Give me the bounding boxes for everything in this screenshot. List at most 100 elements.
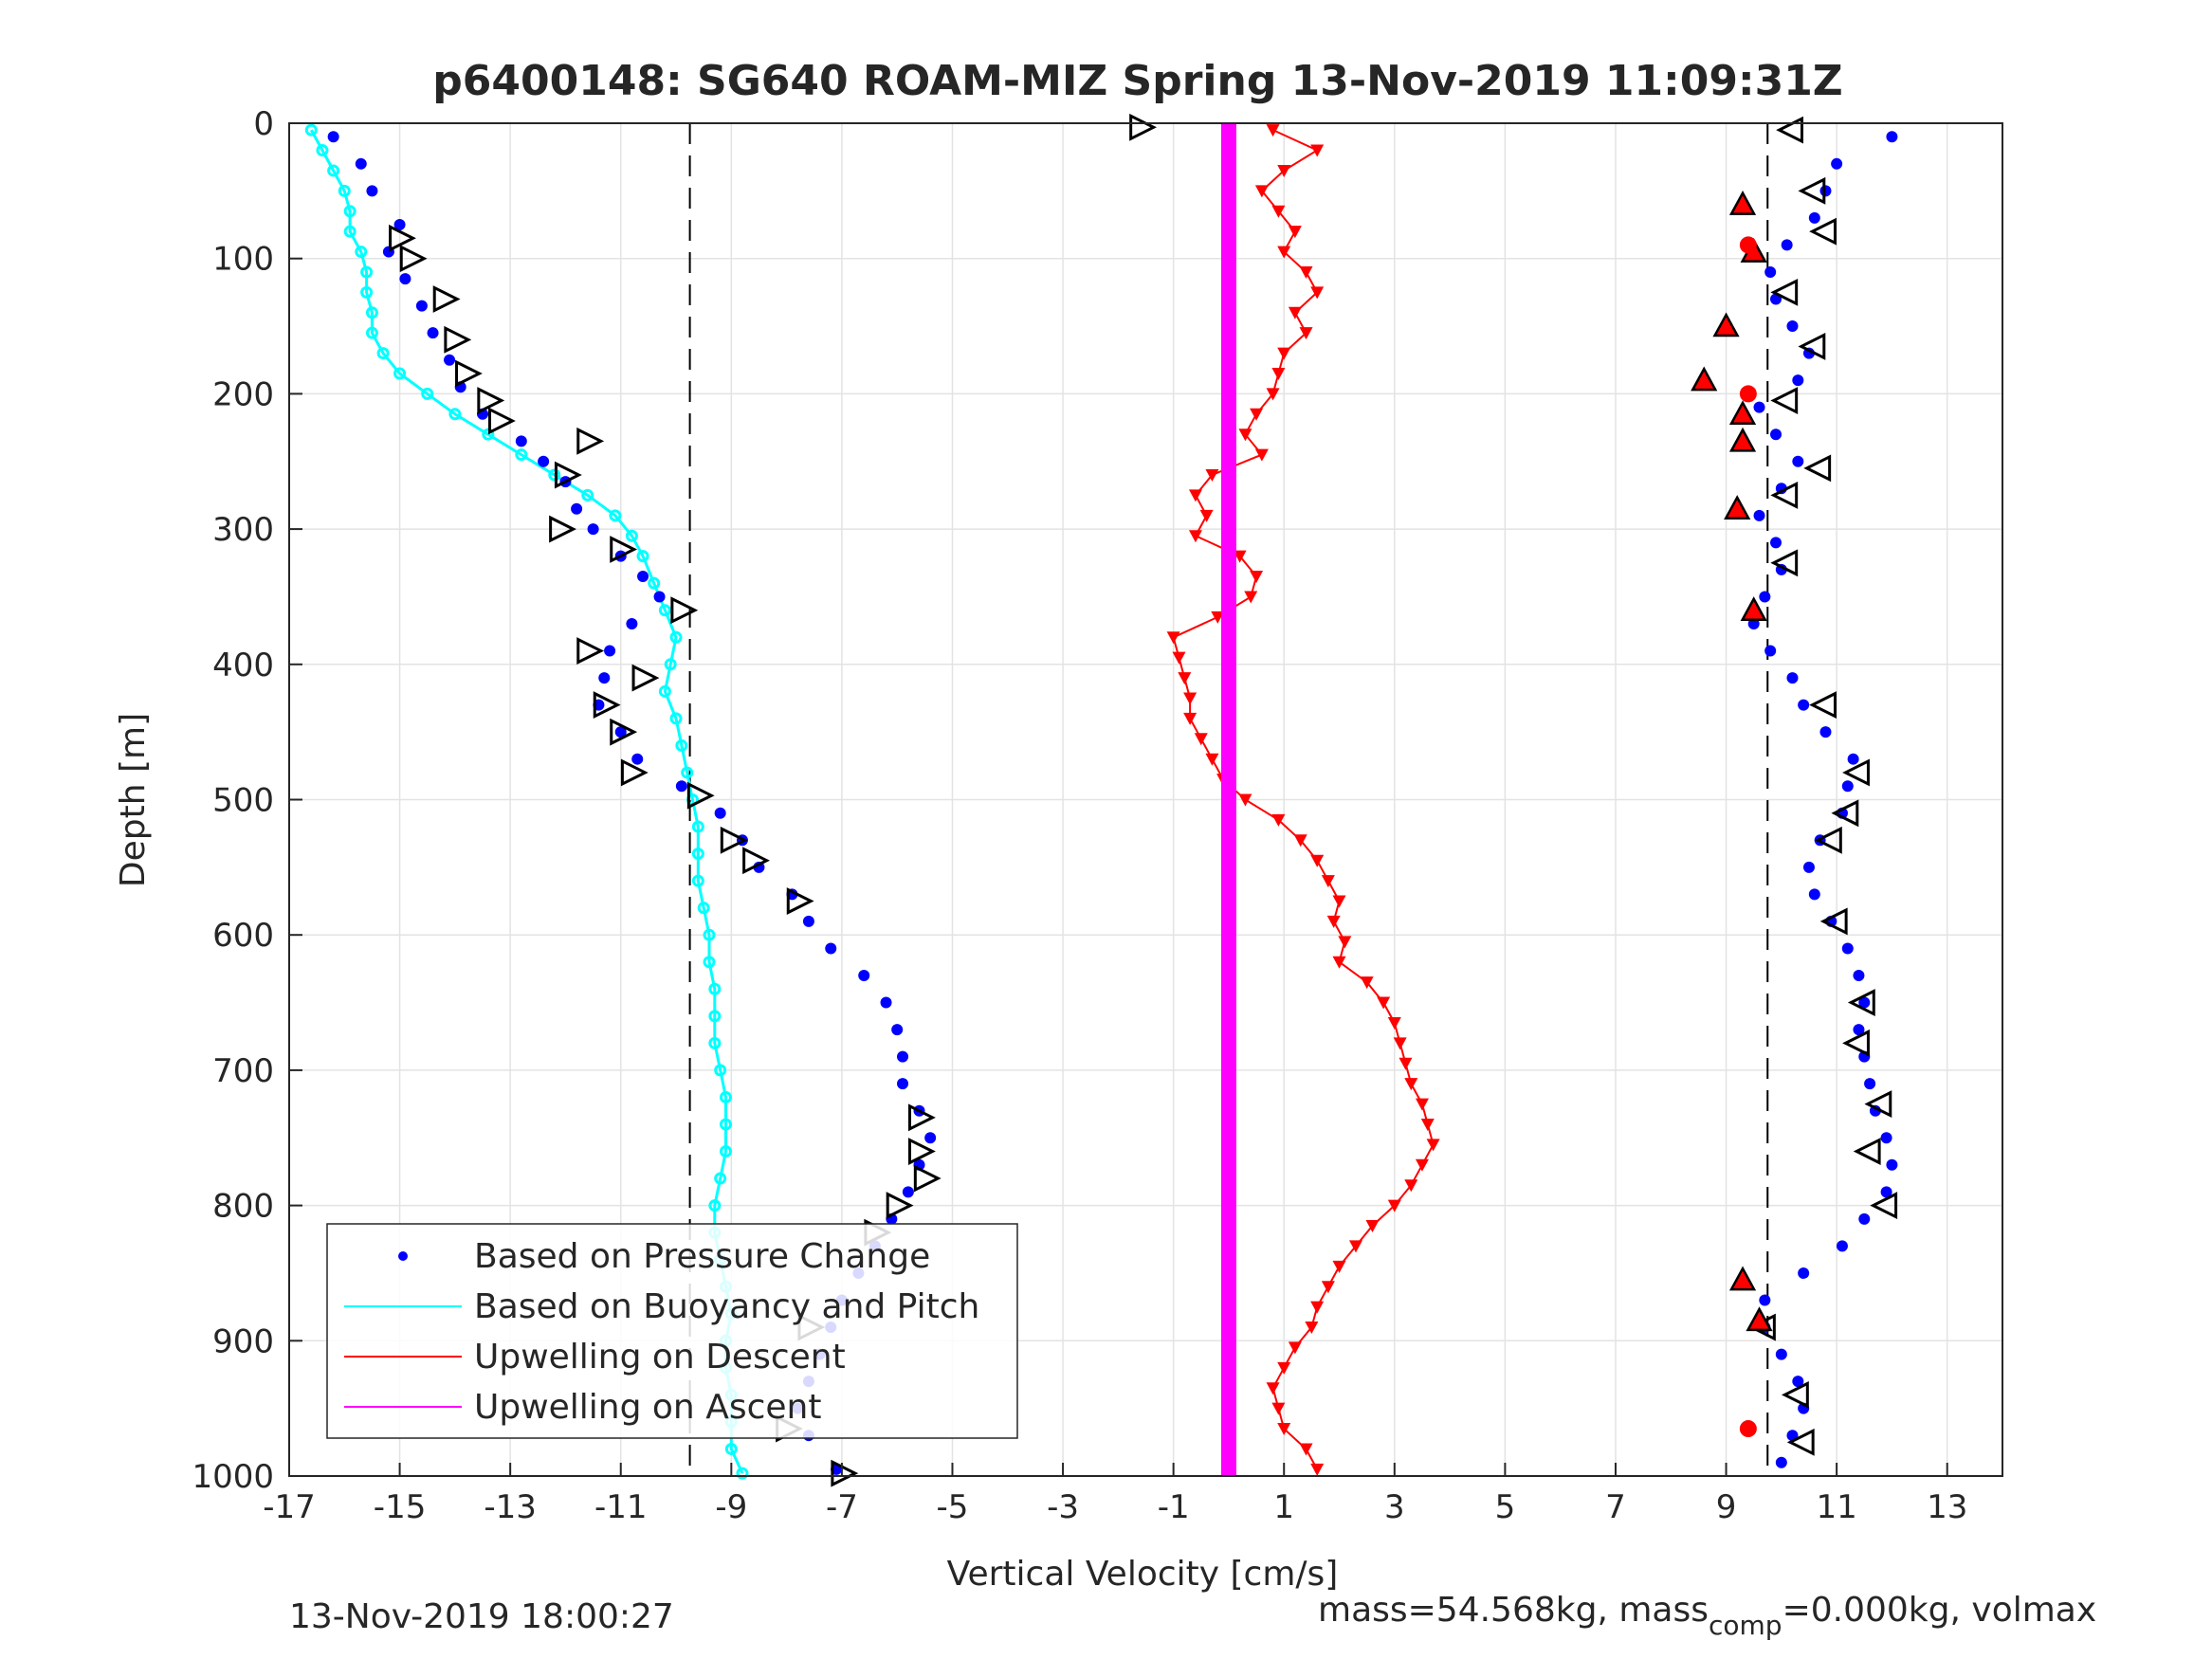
footer-mass-rest: =0.000kg, volmax: [1782, 1591, 2097, 1630]
pressure-point: [355, 157, 367, 170]
pressure-point: [897, 1078, 909, 1090]
legend: Based on Pressure Change Based on Buoyanc…: [326, 1223, 1018, 1439]
upwelling-descent-point: [1377, 996, 1391, 1010]
pressure-point: [1853, 1024, 1865, 1036]
legend-label: Based on Buoyancy and Pitch: [474, 1287, 979, 1326]
pressure-point: [653, 591, 666, 603]
upwelling-descent-point: [1178, 672, 1192, 685]
buoyancy-point: [636, 550, 649, 563]
upwelling-descent-point: [1277, 164, 1291, 177]
x-tick-label: -11: [594, 1488, 648, 1526]
ascent-marker: [1819, 907, 1848, 936]
descent-marker: [549, 515, 576, 543]
pressure-point: [614, 726, 627, 738]
x-tick-label: 3: [1384, 1488, 1405, 1526]
buoyancy-point: [625, 529, 638, 542]
pressure-point: [626, 617, 638, 629]
y-tick-label: 800: [212, 1188, 274, 1226]
x-tick-label: 7: [1605, 1488, 1626, 1526]
upwelling-descent-point: [1238, 428, 1252, 442]
buoyancy-point: [736, 1467, 749, 1480]
buoyancy-point: [448, 408, 462, 421]
buoyancy-point: [708, 1010, 722, 1023]
y-tick-label: 0: [253, 105, 274, 143]
ascent-marker: [1770, 481, 1799, 509]
pressure-point: [924, 1132, 937, 1144]
upwelling-descent-point: [1271, 1402, 1286, 1415]
pressure-point: [1770, 537, 1782, 549]
ascent-marker: [1770, 549, 1799, 577]
upwelling-descent-point: [1266, 124, 1280, 137]
upwelling-descent-point: [1266, 1382, 1280, 1395]
pressure-point: [1864, 1078, 1876, 1090]
upwelling-descent-point: [1271, 205, 1286, 218]
pressure-point: [1808, 211, 1820, 224]
pressure-point: [1858, 996, 1871, 1009]
legend-box: [326, 1223, 1018, 1439]
pressure-point: [880, 996, 892, 1009]
upwelling-descent-point: [1332, 1260, 1346, 1273]
upwelling-descent-point: [1254, 185, 1269, 198]
red-up-triangle: [1728, 400, 1757, 426]
x-tick-label: 9: [1716, 1488, 1737, 1526]
red-up-triangle: [1746, 1306, 1773, 1332]
descent-marker: [720, 826, 748, 854]
upwelling-descent-point: [1205, 753, 1219, 766]
x-tick-label: -1: [1158, 1488, 1190, 1526]
ascent-marker: [1831, 799, 1859, 828]
buoyancy-point: [708, 1199, 722, 1212]
pressure-point: [1759, 591, 1771, 603]
buoyancy-point: [548, 468, 561, 482]
ascent-marker: [1770, 387, 1799, 414]
upwelling-descent-point: [1244, 591, 1258, 604]
descent-marker: [620, 758, 649, 787]
ascent-marker: [1809, 691, 1837, 720]
pressure-point: [637, 571, 649, 583]
upwelling-descent-point: [1305, 1322, 1319, 1335]
ascent-marker: [1803, 454, 1832, 483]
descent-marker: [686, 781, 715, 810]
buoyancy-point: [664, 658, 677, 671]
y-tick-label: 300: [212, 511, 274, 549]
pressure-point: [393, 219, 406, 231]
pressure-point: [1819, 185, 1832, 197]
descent-marker: [610, 536, 638, 563]
red-up-triangle: [1728, 427, 1757, 452]
pressure-point: [327, 131, 339, 143]
pressure-point: [1853, 970, 1865, 982]
pressure-point: [1831, 157, 1843, 170]
upwelling-descent-point: [1205, 469, 1219, 483]
upwelling-descent-point: [1299, 1443, 1313, 1456]
pressure-point: [1880, 1132, 1892, 1144]
pressure-point: [1798, 699, 1810, 711]
upwelling-descent-point: [1188, 530, 1202, 543]
red-dot: [1739, 1420, 1757, 1438]
upwelling-descent-point: [1166, 631, 1180, 645]
upwelling-descent-point: [1277, 1361, 1291, 1375]
pressure-point: [1775, 1348, 1787, 1360]
pressure-point: [1753, 401, 1765, 413]
pressure-point: [1792, 1376, 1804, 1388]
buoyancy-point: [691, 874, 704, 887]
pressure-point: [1858, 1212, 1871, 1225]
x-tick-label: -9: [715, 1488, 747, 1526]
ascent-marker: [1798, 333, 1826, 360]
ascent-marker: [1776, 116, 1803, 144]
descent-marker: [444, 325, 472, 354]
legend-swatch: [398, 1251, 408, 1261]
x-tick-label: 5: [1495, 1488, 1516, 1526]
descent-marker: [477, 387, 505, 414]
upwelling-descent-point: [1360, 976, 1374, 990]
upwelling-descent-point: [1299, 327, 1313, 340]
buoyancy-point: [515, 448, 528, 462]
red-up-triangle: [1728, 1266, 1757, 1291]
upwelling-descent-point: [1310, 144, 1325, 157]
descent-marker: [670, 596, 699, 625]
ascent-marker: [1847, 989, 1875, 1016]
ascent-marker: [1770, 278, 1799, 306]
upwelling-descent-point: [1365, 1220, 1380, 1233]
descent-marker: [488, 407, 516, 435]
upwelling-descent-point: [1254, 448, 1269, 462]
pressure-point: [1886, 131, 1898, 143]
ascent-marker: [1809, 217, 1837, 246]
